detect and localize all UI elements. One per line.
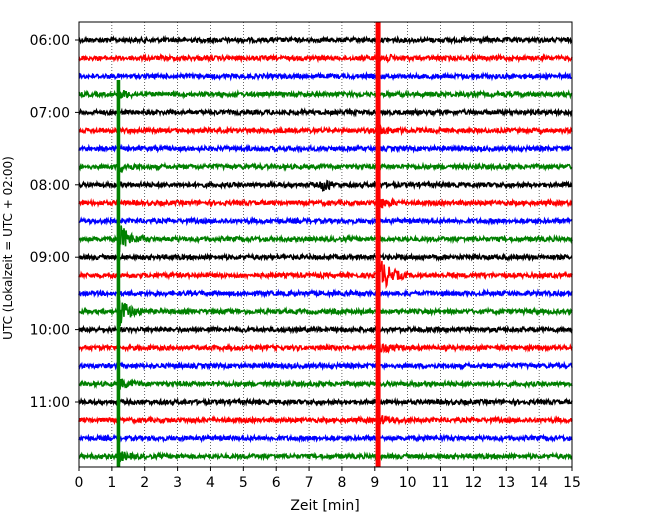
y-tick-label: 10:00 bbox=[30, 323, 70, 339]
y-axis-ticks: 06:00 07:00 08:00 09:00 10:00 11:00 bbox=[30, 33, 79, 411]
trace-row bbox=[78, 299, 573, 327]
event-line-red bbox=[375, 22, 381, 467]
trace-row bbox=[78, 52, 573, 68]
trace-row bbox=[78, 258, 573, 295]
x-tick-label: 14 bbox=[530, 475, 548, 491]
x-tick-label: 7 bbox=[305, 475, 314, 491]
trace-row bbox=[78, 225, 573, 253]
trace-row bbox=[78, 449, 573, 463]
trace-row bbox=[78, 288, 573, 299]
trace-row bbox=[78, 413, 573, 427]
trace-row bbox=[78, 433, 573, 444]
x-tick-label: 3 bbox=[173, 475, 182, 491]
traces bbox=[78, 22, 573, 467]
x-tick-label: 15 bbox=[563, 475, 581, 491]
trace-row bbox=[78, 161, 573, 174]
x-tick-label: 2 bbox=[140, 475, 149, 491]
x-tick-label: 4 bbox=[206, 475, 215, 491]
x-tick-label: 0 bbox=[75, 475, 84, 491]
x-tick-label: 10 bbox=[399, 475, 417, 491]
trace-row bbox=[78, 143, 573, 154]
event-line-green bbox=[116, 80, 121, 467]
x-tick-label: 8 bbox=[337, 475, 346, 491]
x-tick-label: 5 bbox=[239, 475, 248, 491]
trace-row bbox=[78, 122, 573, 137]
plot-frame bbox=[78, 21, 573, 468]
trace-row bbox=[78, 89, 573, 102]
trace-row bbox=[78, 360, 573, 371]
x-tick-label: 13 bbox=[497, 475, 515, 491]
x-tick-label: 11 bbox=[432, 475, 450, 491]
trace-row bbox=[78, 179, 573, 193]
trace-row bbox=[78, 215, 573, 227]
x-axis-ticks: 0 1 2 3 4 5 6 7 8 9 10 11 12 13 14 15 bbox=[75, 467, 581, 491]
trace-row bbox=[78, 342, 573, 354]
trace-row bbox=[78, 396, 573, 408]
trace-row bbox=[78, 378, 573, 392]
trace-row bbox=[78, 70, 573, 82]
y-tick-label: 11:00 bbox=[30, 395, 70, 411]
trace-row bbox=[78, 34, 573, 46]
trace-row bbox=[78, 324, 573, 335]
trace-row bbox=[78, 107, 573, 118]
trace-row bbox=[78, 252, 573, 262]
x-tick-label: 9 bbox=[370, 475, 379, 491]
x-tick-label: 12 bbox=[464, 475, 482, 491]
y-tick-label: 08:00 bbox=[30, 178, 70, 194]
x-axis-label: Zeit [min] bbox=[290, 498, 359, 514]
x-tick-label: 1 bbox=[107, 475, 116, 491]
y-axis-label: UTC (Lokalzeit = UTC + 02:00) bbox=[1, 156, 15, 340]
x-tick-label: 6 bbox=[272, 475, 281, 491]
y-tick-label: 06:00 bbox=[30, 33, 70, 49]
y-tick-label: 09:00 bbox=[30, 250, 70, 266]
trace-row bbox=[78, 196, 573, 209]
grid-lines bbox=[111, 22, 540, 467]
y-tick-label: 07:00 bbox=[30, 105, 70, 121]
